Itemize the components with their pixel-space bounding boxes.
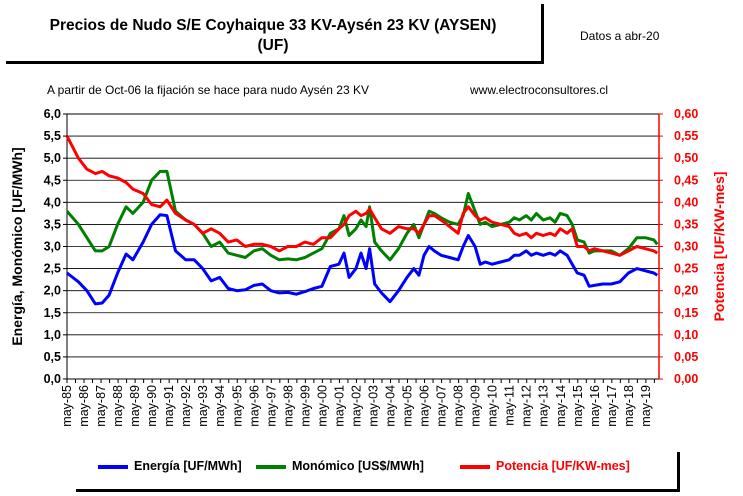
legend-swatch-potencia (460, 465, 490, 469)
y2-tick-label: 0,55 (674, 129, 698, 143)
x-tick-label: may-04 (383, 385, 397, 427)
y2-tick-label: 0,45 (674, 173, 698, 187)
x-tick-label: may-99 (298, 385, 312, 427)
legend-box (76, 452, 680, 492)
legend-swatch-energia (98, 465, 128, 469)
y2-tick-label: 0,60 (674, 107, 698, 121)
date-note: Datos a abr-20 (580, 29, 660, 43)
x-tick-label: may-14 (554, 385, 568, 427)
y2-tick-label: 0,25 (674, 262, 698, 276)
chart-title: Precios de Nudo S/E Coyhaique 33 KV-Aysé… (8, 16, 538, 56)
y-tick-label: 0,5 (44, 350, 61, 364)
x-tick-label: may-90 (145, 385, 159, 427)
x-tick-label: may-13 (537, 385, 551, 427)
x-tick-label: may-06 (418, 385, 432, 427)
y-tick-label: 4,0 (44, 195, 61, 209)
x-tick-label: may-95 (230, 385, 244, 427)
y-tick-label: 3,5 (44, 217, 61, 231)
x-tick-label: may-01 (332, 385, 346, 427)
x-tick-label: may-19 (639, 385, 653, 427)
x-tick-label: may-05 (401, 385, 415, 427)
y2-tick-label: 0,35 (674, 217, 698, 231)
x-tick-label: may-07 (435, 385, 449, 427)
x-tick-label: may-08 (452, 385, 466, 427)
x-tick-label: may-02 (349, 385, 363, 427)
x-tick-label: may-03 (366, 385, 380, 427)
y-tick-label: 3,0 (44, 240, 61, 254)
y-tick-label: 6,0 (44, 107, 61, 121)
x-tick-label: may-89 (128, 385, 142, 427)
x-tick-label: may-00 (315, 385, 329, 427)
x-tick-label: may-94 (213, 385, 227, 427)
series-energia-line (66, 213, 659, 306)
website-note: www.electroconsultores.cl (470, 83, 609, 97)
y2-tick-label: 0,20 (674, 284, 698, 298)
x-tick-label: may-97 (264, 385, 278, 427)
fixation-note: A partir de Oct-06 la fijación se hace p… (47, 83, 369, 97)
y-tick-label: 2,0 (44, 284, 61, 298)
y-tick-label: 1,5 (44, 306, 61, 320)
legend-label-potencia: Potencia [UF/KW-mes] (496, 459, 630, 473)
x-tick-label: may-10 (486, 385, 500, 427)
chart-title-line2: (UF) (257, 37, 289, 54)
x-tick-label: may-17 (605, 385, 619, 427)
legend-swatch-monomico (256, 465, 286, 469)
x-tick-label: may-93 (196, 385, 210, 427)
y-tick-label: 2,5 (44, 262, 61, 276)
y-tick-label: 4,5 (44, 173, 61, 187)
x-tick-label: may-91 (162, 385, 176, 427)
y-tick-label: 0,0 (44, 372, 61, 386)
series-potencia-line (65, 135, 659, 257)
x-tick-label: may-92 (179, 385, 193, 427)
x-tick-label: may-86 (77, 385, 91, 427)
x-tick-label: may-98 (281, 385, 295, 427)
x-tick-label: may-11 (503, 385, 517, 426)
x-tick-label: may-09 (469, 385, 483, 427)
y2-tick-label: 0,15 (674, 306, 698, 320)
x-tick-label: may-12 (520, 385, 534, 427)
x-tick-label: may-15 (571, 385, 585, 427)
y2-axis-title: Potencia [UF/KW-mes] (711, 172, 727, 322)
y2-tick-label: 0,00 (674, 372, 698, 386)
y-tick-label: 5,0 (44, 151, 61, 165)
legend-label-monomico: Monómico [US$/MWh] (292, 459, 424, 473)
y2-tick-label: 0,40 (674, 195, 698, 209)
x-tick-label: may-96 (247, 385, 261, 427)
y2-tick-label: 0,05 (674, 350, 698, 364)
chart-title-line1: Precios de Nudo S/E Coyhaique 33 KV-Aysé… (49, 17, 497, 34)
x-tick-label: may-88 (111, 385, 125, 427)
y2-tick-label: 0,10 (674, 328, 698, 342)
x-tick-label: may-85 (60, 385, 74, 427)
y-tick-label: 5,5 (44, 129, 61, 143)
x-tick-label: may-87 (94, 385, 108, 427)
y-tick-label: 1,0 (44, 328, 61, 342)
legend-label-energia: Energía [UF/MWh] (134, 459, 242, 473)
x-tick-label: may-16 (588, 385, 602, 427)
y2-tick-label: 0,50 (674, 151, 698, 165)
y2-tick-label: 0,30 (674, 240, 698, 254)
y-axis-title: Energía, Monómico [UF/MWh] (9, 147, 25, 345)
title-box (6, 4, 544, 64)
x-tick-label: may-18 (622, 385, 636, 427)
